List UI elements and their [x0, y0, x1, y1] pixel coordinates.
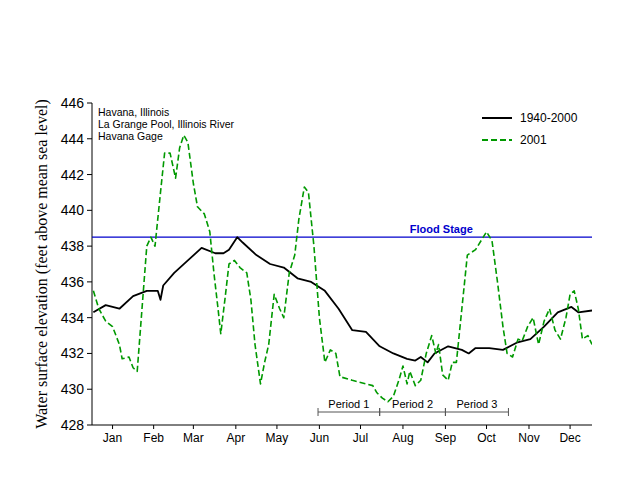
period-end [445, 408, 446, 416]
y-tick [87, 281, 92, 282]
x-tick-label: Jan [103, 431, 122, 445]
x-tick [153, 425, 154, 429]
x-tick-label: Jun [310, 431, 329, 445]
period-label: Period 2 [392, 398, 433, 410]
background [0, 0, 640, 495]
period-start [445, 408, 446, 416]
period-start [318, 408, 319, 416]
x-tick [402, 425, 403, 429]
y-tick-label: 434 [61, 310, 85, 326]
x-tick [445, 425, 446, 429]
x-tick-label: Oct [477, 431, 496, 445]
y-tick [87, 353, 92, 354]
legend-label: 1940-2000 [520, 111, 578, 125]
x-tick [570, 425, 571, 429]
y-tick [87, 246, 92, 247]
legend: 1940-2000 2001 [482, 111, 578, 147]
x-tick-label: Feb [143, 431, 164, 445]
flood-stage-line [92, 237, 592, 238]
series-line [93, 135, 592, 402]
y-tick [87, 138, 92, 139]
x-tick [528, 425, 529, 429]
x-tick-label: Sep [435, 431, 457, 445]
y-tick-label: 436 [61, 274, 85, 290]
y-tick [87, 210, 92, 211]
y-tick [87, 317, 92, 318]
y-tick [87, 425, 92, 426]
x-tick [193, 425, 194, 429]
period-bracket [445, 412, 508, 413]
annotation: Havana, Illinois [98, 106, 169, 118]
y-tick [87, 174, 92, 175]
period-end [508, 408, 509, 416]
y-tick-label: 430 [61, 381, 85, 397]
y-tick-label: 440 [61, 202, 85, 218]
legend-swatch [482, 139, 512, 141]
legend-label: 2001 [520, 133, 547, 147]
x-tick [112, 425, 113, 429]
x-tick [319, 425, 320, 429]
y-tick-label: 428 [61, 417, 85, 433]
annotation: La Grange Pool, Illinois River [98, 118, 234, 130]
x-tick [276, 425, 277, 429]
x-tick-label: Apr [226, 431, 245, 445]
x-tick [235, 425, 236, 429]
x-tick [486, 425, 487, 429]
y-tick [87, 389, 92, 390]
y-axis-title: Water surface elevation (feet above mean… [33, 99, 51, 429]
x-tick-label: May [266, 431, 289, 445]
y-tick-label: 438 [61, 238, 85, 254]
y-tick-label: 444 [61, 131, 85, 147]
x-tick [360, 425, 361, 429]
x-tick-label: Jul [353, 431, 368, 445]
y-tick-label: 442 [61, 167, 85, 183]
x-axis [92, 425, 592, 426]
period-end [379, 408, 380, 416]
period-label: Period 1 [328, 398, 369, 410]
y-axis [92, 103, 93, 425]
y-tick [87, 103, 92, 104]
chart: 428 430 432 434 436 438 440 442 444 446 Jan Feb Mar A… [0, 0, 640, 495]
flood-stage-label: Flood Stage [410, 223, 473, 235]
period-bracket [380, 412, 446, 413]
plot-area [92, 135, 592, 416]
period-label: Period 3 [456, 398, 497, 410]
x-tick-label: Mar [183, 431, 204, 445]
y-tick-label: 446 [61, 95, 85, 111]
series-line [93, 237, 592, 362]
x-tick-label: Aug [392, 431, 413, 445]
period-bracket [318, 412, 380, 413]
x-tick-label: Dec [559, 431, 580, 445]
annotation: Havana Gage [98, 130, 163, 142]
period-start [379, 408, 380, 416]
legend-swatch [482, 117, 512, 119]
x-tick-label: Nov [518, 431, 539, 445]
y-tick-label: 432 [61, 345, 85, 361]
